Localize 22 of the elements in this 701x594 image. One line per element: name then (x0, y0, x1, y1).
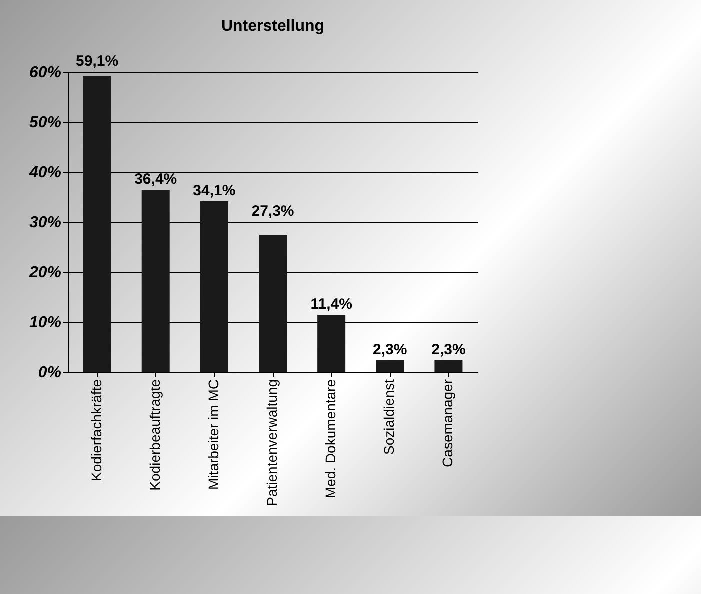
chart-title: Unterstellung (221, 18, 325, 35)
y-tick-label: 10% (29, 314, 62, 332)
x-tick-label: Sozialdienst (381, 379, 398, 455)
data-label: 2,3% (432, 342, 466, 358)
x-tick-label: Mitarbeiter im MC (205, 380, 222, 490)
data-label: 11,4% (310, 296, 352, 313)
y-tick-label: 50% (29, 114, 62, 132)
y-tick-label: 40% (28, 164, 62, 182)
x-tick-label: Med. Dokumentare (322, 379, 339, 499)
x-tick-label: Kodierbeauftragte (146, 379, 163, 491)
data-label: 36,4% (134, 171, 178, 188)
x-tick-label: Casemanager (440, 379, 456, 468)
y-tick-label: 20% (28, 264, 62, 282)
y-tick-label: 0% (38, 364, 62, 382)
data-label: 59,1% (76, 53, 119, 70)
data-label: 27,3% (252, 203, 294, 220)
x-tick-label: Patientenverwaltung (264, 380, 280, 506)
data-label: 34,1% (193, 182, 236, 200)
y-tick-label: 30% (29, 214, 62, 232)
y-tick-label: 60% (29, 64, 62, 82)
data-label: 2,3% (373, 342, 408, 358)
x-tick-label: Kodierfachkräfte (88, 379, 104, 482)
